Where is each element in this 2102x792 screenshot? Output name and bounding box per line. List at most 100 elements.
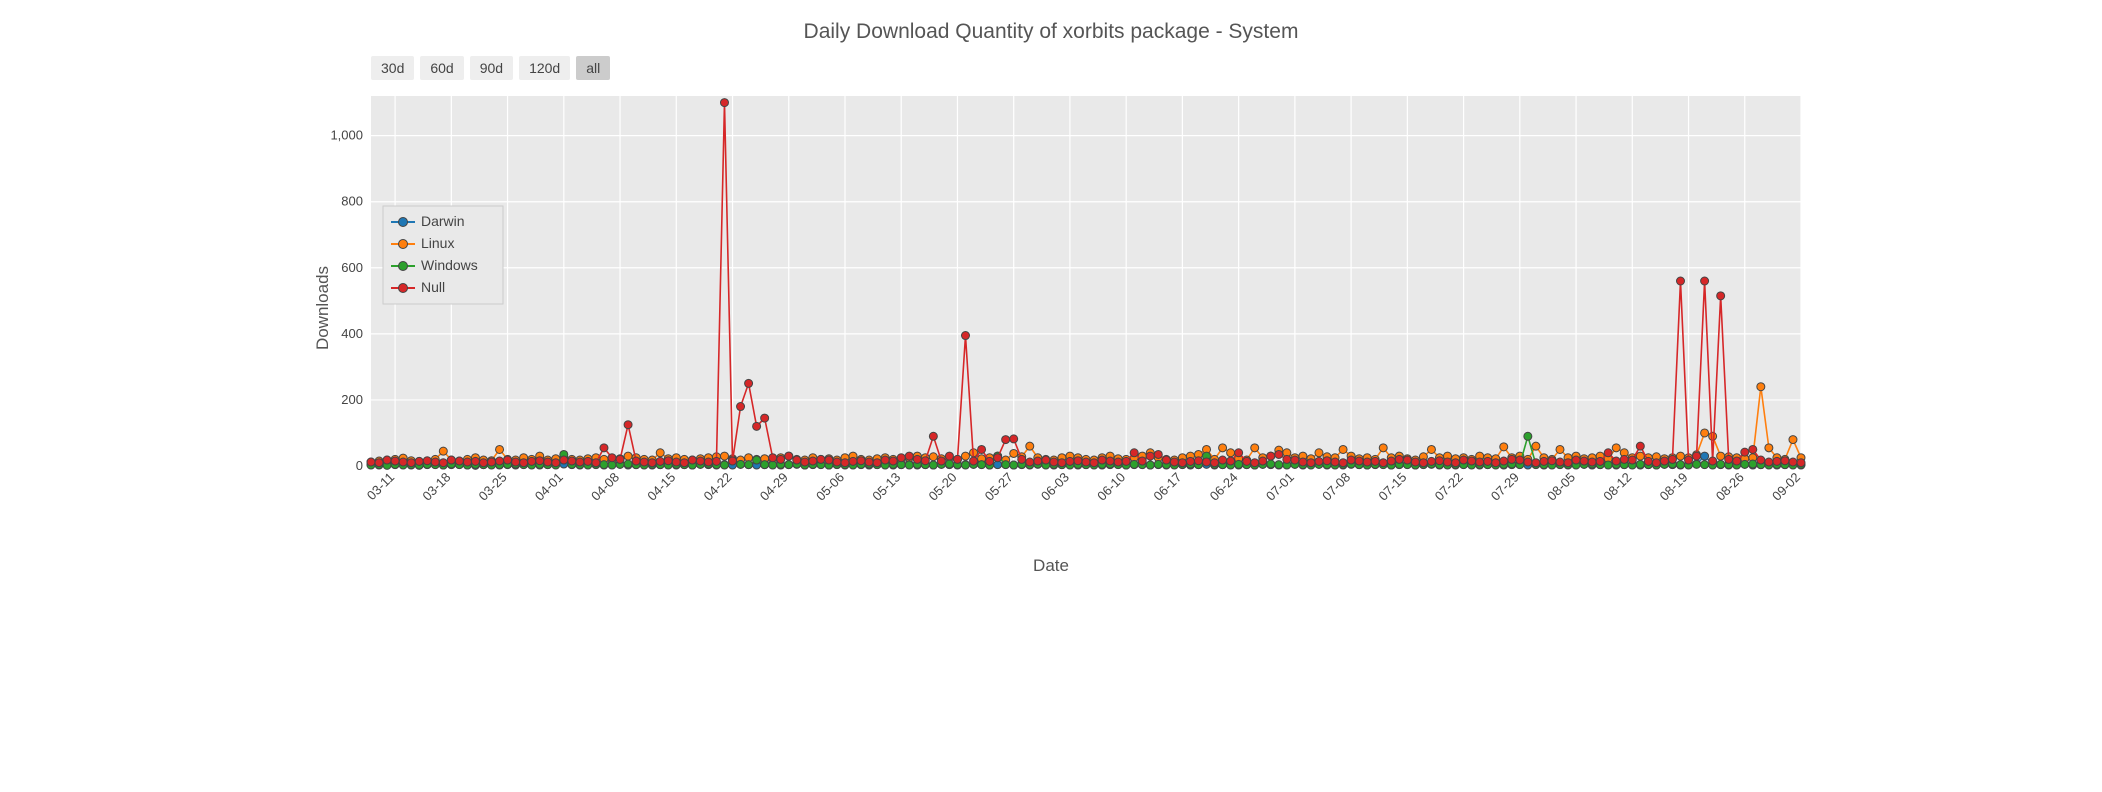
series-point-null xyxy=(367,458,375,466)
series-point-null xyxy=(1628,456,1636,464)
series-point-null xyxy=(616,455,624,463)
svg-text:04-01: 04-01 xyxy=(532,470,566,504)
series-point-null xyxy=(986,457,994,465)
series-point-null xyxy=(1765,458,1773,466)
series-point-null xyxy=(712,457,720,465)
series-point-null xyxy=(1379,459,1387,467)
series-point-null xyxy=(1259,457,1267,465)
series-point-null xyxy=(1186,457,1194,465)
series-point-null xyxy=(656,457,664,465)
series-point-null xyxy=(1604,449,1612,457)
svg-text:08-12: 08-12 xyxy=(1600,470,1634,504)
series-point-null xyxy=(1532,459,1540,467)
series-point-null xyxy=(753,422,761,430)
series-point-null xyxy=(1339,459,1347,467)
series-point-windows xyxy=(1267,460,1275,468)
chart-title: Daily Download Quantity of xorbits packa… xyxy=(291,20,1811,44)
series-point-null xyxy=(512,458,520,466)
legend-label-null[interactable]: Null xyxy=(421,279,445,295)
series-point-null xyxy=(1098,456,1106,464)
series-point-windows xyxy=(624,460,632,468)
chart-svg: 02004006008001,00003-1103-1803-2504-0104… xyxy=(291,86,1811,566)
series-point-windows xyxy=(1146,461,1154,469)
series-point-null xyxy=(576,458,584,466)
range-button-30d[interactable]: 30d xyxy=(371,56,414,80)
series-point-windows xyxy=(1002,461,1010,469)
range-button-all[interactable]: all xyxy=(576,56,610,80)
series-point-linux xyxy=(624,452,632,460)
x-axis-label: Date xyxy=(1033,556,1069,576)
series-point-linux xyxy=(1532,442,1540,450)
series-point-null xyxy=(809,457,817,465)
series-point-null xyxy=(970,457,978,465)
series-point-null xyxy=(1548,457,1556,465)
series-point-null xyxy=(1010,435,1018,443)
series-point-null xyxy=(785,452,793,460)
series-point-null xyxy=(720,99,728,107)
svg-text:04-22: 04-22 xyxy=(701,470,735,504)
series-point-null xyxy=(1331,458,1339,466)
series-point-null xyxy=(1034,457,1042,465)
series-point-null xyxy=(528,457,536,465)
svg-text:06-03: 06-03 xyxy=(1038,470,1072,504)
range-button-90d[interactable]: 90d xyxy=(470,56,513,80)
series-point-null xyxy=(1572,456,1580,464)
range-button-60d[interactable]: 60d xyxy=(420,56,463,80)
series-point-null xyxy=(423,457,431,465)
range-button-120d[interactable]: 120d xyxy=(519,56,570,80)
series-point-null xyxy=(447,456,455,464)
series-point-windows xyxy=(1676,461,1684,469)
svg-text:05-20: 05-20 xyxy=(925,470,959,504)
series-point-null xyxy=(584,457,592,465)
series-point-null xyxy=(1275,450,1283,458)
series-point-null xyxy=(1685,456,1693,464)
legend-label-windows[interactable]: Windows xyxy=(421,257,478,273)
series-point-null xyxy=(1500,457,1508,465)
series-point-null xyxy=(1636,442,1644,450)
series-point-linux xyxy=(656,449,664,457)
series-point-null xyxy=(1620,455,1628,463)
series-point-linux xyxy=(961,452,969,460)
series-point-null xyxy=(865,458,873,466)
legend-label-linux[interactable]: Linux xyxy=(421,235,454,251)
series-point-null xyxy=(1452,459,1460,467)
svg-text:07-22: 07-22 xyxy=(1432,470,1466,504)
svg-text:08-19: 08-19 xyxy=(1657,470,1691,504)
series-point-null xyxy=(1427,457,1435,465)
series-point-null xyxy=(415,457,423,465)
series-point-windows xyxy=(961,461,969,469)
series-point-null xyxy=(1701,277,1709,285)
svg-text:05-27: 05-27 xyxy=(982,470,1016,504)
series-point-null xyxy=(881,456,889,464)
svg-text:08-26: 08-26 xyxy=(1713,470,1747,504)
svg-text:07-15: 07-15 xyxy=(1375,470,1409,504)
series-point-null xyxy=(1403,456,1411,464)
series-point-windows xyxy=(1010,461,1018,469)
series-point-null xyxy=(1347,456,1355,464)
series-point-null xyxy=(761,414,769,422)
series-point-null xyxy=(640,458,648,466)
svg-text:06-24: 06-24 xyxy=(1207,470,1241,504)
series-point-linux xyxy=(1339,445,1347,453)
legend-label-darwin[interactable]: Darwin xyxy=(421,213,465,229)
svg-text:200: 200 xyxy=(341,392,363,407)
series-point-null xyxy=(1476,458,1484,466)
series-point-null xyxy=(1154,450,1162,458)
series-point-null xyxy=(913,455,921,463)
series-point-null xyxy=(696,457,704,465)
series-point-null xyxy=(600,444,608,452)
series-point-null xyxy=(1162,456,1170,464)
series-point-null xyxy=(375,459,383,467)
series-point-linux xyxy=(1219,444,1227,452)
series-point-null xyxy=(1194,457,1202,465)
series-point-null xyxy=(1419,459,1427,467)
series-point-null xyxy=(1725,455,1733,463)
range-selector: 30d60d 90d120dall xyxy=(371,56,1811,80)
series-point-null xyxy=(1757,456,1765,464)
series-point-null xyxy=(961,332,969,340)
series-point-windows xyxy=(600,461,608,469)
svg-text:08-05: 08-05 xyxy=(1544,470,1578,504)
series-point-null xyxy=(1114,458,1122,466)
series-point-windows xyxy=(1524,432,1532,440)
series-point-null xyxy=(1588,458,1596,466)
